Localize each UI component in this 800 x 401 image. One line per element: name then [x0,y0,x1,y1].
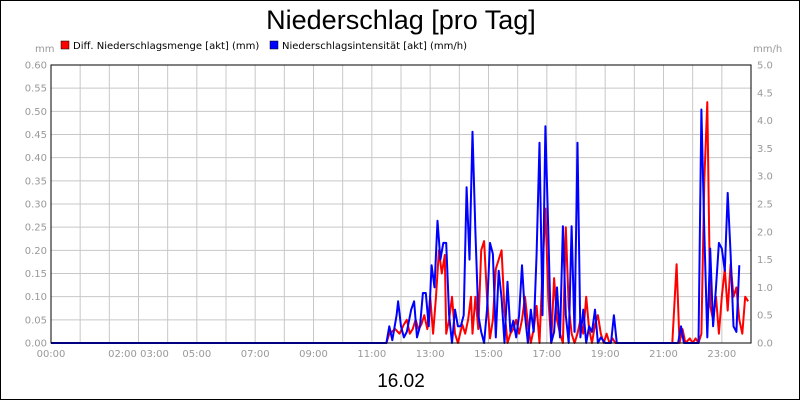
y-left-tick-label: 0.60 [25,61,47,72]
y-left-tick-label: 0.10 [25,292,47,303]
y-left-tick-label: 0.20 [25,246,47,257]
y-right-tick-label: 3.0 [757,172,773,183]
y-right-tick-label: 1.5 [757,255,773,266]
x-tick-label: 19:00 [591,349,620,360]
y-right-tick-label: 5.0 [757,61,773,72]
y-left-tick-label: 0.15 [25,269,47,280]
y-right-tick-label: 0.0 [757,339,773,350]
legend: Diff. Niederschlagsmenge [akt] (mm) Nied… [60,40,467,52]
plot-area [51,101,749,344]
chart-title: Niederschlag [pro Tag] [266,5,536,35]
x-tick-label: 21:00 [649,349,678,360]
date-label: 16.02 [377,371,425,392]
legend-swatch-intensitaet [269,40,279,50]
y-left-tick-label: 0.55 [25,84,47,95]
y-left-tick-label: 0.30 [25,200,47,211]
right-axis-unit: mm/h [753,44,782,55]
x-tick-label: 23:00 [707,349,736,360]
y-right-tick-label: 4.0 [757,116,773,127]
x-tick-label: 15:00 [474,349,503,360]
x-tick-label: 13:00 [416,349,445,360]
left-axis-unit: mm [35,44,54,55]
y-left-tick-label: 0.50 [25,107,47,118]
y-right-tick-label: 1.0 [757,283,773,294]
grid [51,64,751,344]
y-left-tick-label: 0.00 [25,339,47,350]
x-tick-label: 02:00 03:00 [108,349,169,360]
axes: 0.00 0.05 0.10 0.15 0.20 0.25 0.30 0.35 0.40 0.45… [25,61,773,361]
y-left-tick-label: 0.25 [25,223,47,234]
x-tick-label: 09:00 [299,349,328,360]
y-right-tick-label: 2.0 [757,227,773,238]
x-tick-label: 05:00 [182,349,211,360]
plot-border [50,64,752,344]
x-tick-label: 07:00 [241,349,270,360]
x-tick-label: 00:00 [37,349,66,360]
x-tick-label: 11:00 [357,349,386,360]
y-left-tick-label: 0.40 [25,153,47,164]
y-right-tick-label: 4.5 [757,88,773,99]
legend-label-intensitaet: Niederschlagsintensität [akt] (mm/h) [282,41,467,52]
legend-label-menge: Diff. Niederschlagsmenge [akt] (mm) [73,41,259,52]
y-right-tick-label: 2.5 [757,200,773,211]
y-left-tick-label: 0.35 [25,176,47,187]
y-right-tick-label: 0.5 [757,311,773,322]
series-line-intensitaet [51,108,741,344]
y-left-tick-label: 0.05 [25,315,47,326]
y-left-tick-label: 0.45 [25,130,47,141]
y-right-tick-label: 3.5 [757,144,773,155]
x-tick-label: 17:00 [532,349,561,360]
legend-swatch-menge [60,40,70,50]
